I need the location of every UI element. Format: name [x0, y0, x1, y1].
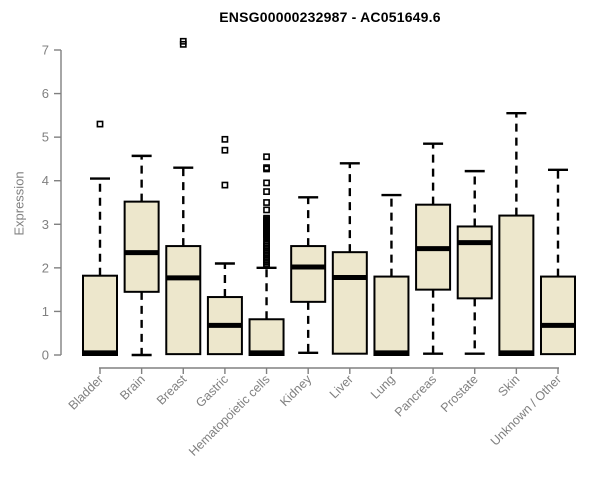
outlier-point — [179, 37, 187, 45]
y-tick-label: 6 — [42, 86, 49, 101]
y-tick-label: 0 — [42, 348, 49, 363]
box-lung — [373, 193, 410, 357]
y-tick-labels: 0 1 2 3 4 5 6 7 — [42, 43, 49, 363]
iqr-box — [290, 245, 327, 303]
outlier-point — [263, 199, 270, 206]
x-axis — [99, 367, 559, 374]
y-tick-label: 2 — [42, 260, 49, 275]
outlier-point — [263, 188, 270, 196]
outlier-point — [263, 214, 270, 222]
box-brain — [123, 154, 160, 357]
box-gastric — [206, 135, 243, 356]
box-kidney — [290, 196, 327, 355]
iqr-box — [498, 214, 535, 356]
x-label-gastric: Gastric — [193, 372, 231, 410]
box-breast — [165, 37, 202, 356]
iqr-box — [248, 318, 285, 356]
y-tick-label: 5 — [42, 130, 49, 145]
box-unknown-other — [539, 168, 576, 356]
x-label-unknown-other: Unknown / Other — [488, 372, 564, 448]
outlier-point — [221, 146, 229, 154]
box-prostate — [456, 169, 493, 355]
x-label-hematopoietic-cells: Hematopoietic cells — [186, 372, 273, 459]
x-label-lung: Lung — [368, 372, 398, 402]
outlier-point — [263, 164, 270, 172]
iqr-box — [456, 225, 493, 300]
x-label-breast: Breast — [154, 372, 190, 408]
iqr-box — [539, 275, 576, 356]
outlier-point — [263, 206, 270, 214]
iqr-box — [331, 251, 368, 355]
outlier-point — [263, 153, 270, 161]
box-liver — [331, 162, 368, 355]
iqr-box — [373, 275, 410, 357]
x-label-brain: Brain — [117, 372, 148, 403]
y-tick-label: 1 — [42, 304, 49, 319]
box-pancreas — [415, 142, 452, 355]
box-hematopoietic-cells — [248, 153, 285, 356]
outlier-point — [263, 179, 270, 187]
x-label-skin: Skin — [495, 372, 522, 399]
outlier-point — [221, 135, 229, 143]
iqr-box — [165, 245, 202, 356]
x-label-liver: Liver — [327, 372, 356, 401]
iqr-box — [82, 274, 118, 357]
y-axis — [54, 49, 62, 356]
box-skin — [498, 111, 535, 356]
outlier-point — [96, 120, 104, 128]
y-tick-label: 4 — [42, 173, 49, 188]
box-bladder — [82, 120, 118, 357]
iqr-box — [123, 200, 160, 293]
x-label-bladder: Bladder — [66, 372, 106, 412]
x-label-pancreas: Pancreas — [392, 372, 439, 419]
chart-title: ENSG00000232987 - AC051649.6 — [219, 9, 441, 25]
x-label-prostate: Prostate — [438, 372, 481, 415]
y-tick-label: 3 — [42, 217, 49, 232]
outlier-point — [221, 181, 229, 189]
x-label-kidney: Kidney — [277, 372, 314, 409]
y-tick-label: 7 — [42, 43, 49, 58]
